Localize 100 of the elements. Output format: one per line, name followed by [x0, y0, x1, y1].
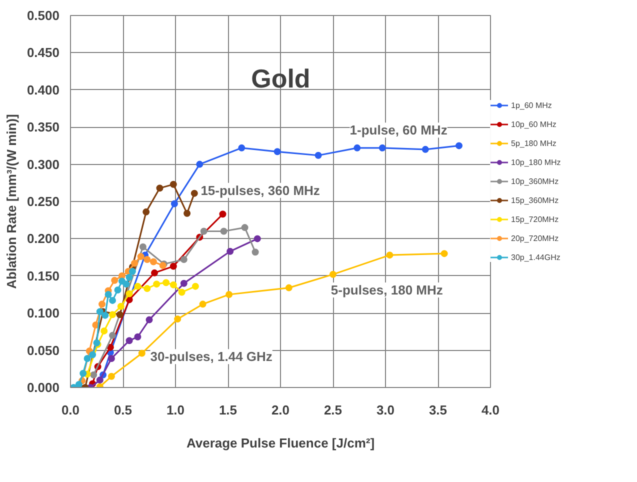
legend-label: 30p_1.44GHz	[511, 252, 560, 262]
point	[252, 248, 259, 256]
point	[138, 350, 146, 357]
point	[116, 311, 124, 318]
y-tick-label: 0.350	[26, 120, 60, 135]
legend-label: 10p_180 MHz	[511, 158, 561, 166]
point	[456, 142, 462, 150]
point	[90, 371, 98, 378]
point	[330, 270, 336, 278]
y-tick-label: 0.000	[26, 380, 60, 395]
annotation: 5-pulses, 180 MHz	[330, 282, 444, 298]
point	[108, 354, 115, 362]
y-tick-label: 0.050	[26, 342, 60, 358]
point	[96, 308, 104, 316]
point	[98, 300, 106, 308]
point	[142, 208, 150, 216]
point	[220, 228, 228, 235]
point	[139, 243, 146, 250]
point	[153, 280, 160, 288]
point	[122, 280, 130, 288]
x-tick-label: 0.5	[114, 402, 132, 418]
point	[354, 144, 361, 152]
point	[170, 180, 177, 188]
point	[109, 311, 116, 318]
legend-label: 15p_720MHz	[511, 214, 559, 224]
y-tick-label: 0.100	[26, 306, 60, 321]
annotation: 1-pulse, 60 MHz	[350, 122, 448, 138]
point	[196, 160, 204, 168]
point	[180, 256, 188, 264]
point	[285, 284, 292, 292]
point	[192, 282, 199, 290]
point	[144, 285, 151, 292]
legend-label: 10p_60 MHz	[511, 120, 556, 128]
point	[386, 252, 394, 259]
point	[274, 148, 281, 156]
point	[200, 228, 208, 235]
point	[102, 312, 109, 319]
x-tick-label: 4.0	[481, 402, 500, 418]
point	[314, 152, 322, 159]
point	[151, 269, 158, 276]
point	[84, 354, 91, 362]
y-tick-label: 0.300	[26, 156, 60, 172]
point	[190, 190, 198, 197]
annotation: 15-pulses, 360 MHz	[200, 182, 320, 198]
point	[75, 381, 82, 388]
point	[100, 327, 108, 334]
y-tick-label: 0.200	[26, 231, 60, 246]
y-tick-label: 0.450	[26, 45, 60, 60]
x-tick-label: 0.0	[61, 402, 80, 418]
point	[184, 210, 191, 217]
point	[180, 280, 188, 287]
y-axis-title: Ablation Rate [mm³/(W min)]	[4, 114, 19, 289]
y-tick-label: 0.250	[26, 194, 60, 209]
point	[144, 256, 151, 264]
point	[131, 260, 138, 267]
y-tick-label: 0.400	[26, 82, 60, 98]
point	[106, 344, 114, 351]
point	[89, 351, 96, 358]
point	[109, 332, 116, 339]
point	[378, 144, 386, 152]
point	[219, 210, 226, 218]
point	[440, 250, 448, 258]
point	[117, 302, 124, 310]
point	[80, 370, 87, 377]
point	[170, 281, 177, 288]
point	[111, 276, 118, 284]
point	[108, 372, 115, 380]
point	[134, 282, 142, 290]
point	[178, 288, 186, 296]
x-tick-label: 1.0	[166, 402, 185, 418]
point	[96, 376, 104, 384]
point	[174, 316, 182, 323]
legend-label: 5p_180 MHz	[511, 138, 556, 148]
y-tick-label: 0.500	[26, 8, 60, 23]
point	[226, 248, 234, 255]
point	[162, 279, 170, 286]
x-tick-label: 1.5	[218, 402, 238, 418]
x-axis-title: Average Pulse Fluence [J/cm²]	[186, 436, 375, 450]
point	[104, 291, 112, 298]
annotation: 30-pulses, 1.44 GHz	[150, 349, 273, 364]
legend-label: 15p_360MHz	[511, 196, 559, 204]
x-tick-label: 3.0	[376, 402, 395, 418]
x-tick-label: 2.5	[324, 402, 342, 418]
point	[146, 316, 153, 324]
point	[137, 253, 144, 260]
x-tick-label: 2.0	[271, 402, 290, 418]
point	[226, 291, 233, 298]
point	[241, 224, 248, 232]
point	[126, 337, 133, 344]
point	[134, 333, 142, 340]
y-tick-label: 0.150	[26, 268, 60, 284]
point	[156, 184, 164, 192]
point	[114, 286, 122, 294]
point	[126, 274, 133, 281]
point	[199, 300, 206, 308]
legend-label: 1p_60 MHz	[511, 100, 552, 110]
point	[238, 144, 246, 152]
x-tick-label: 3.5	[428, 402, 448, 418]
point	[422, 146, 429, 153]
legend-label: 20p_720MHz	[511, 234, 559, 242]
